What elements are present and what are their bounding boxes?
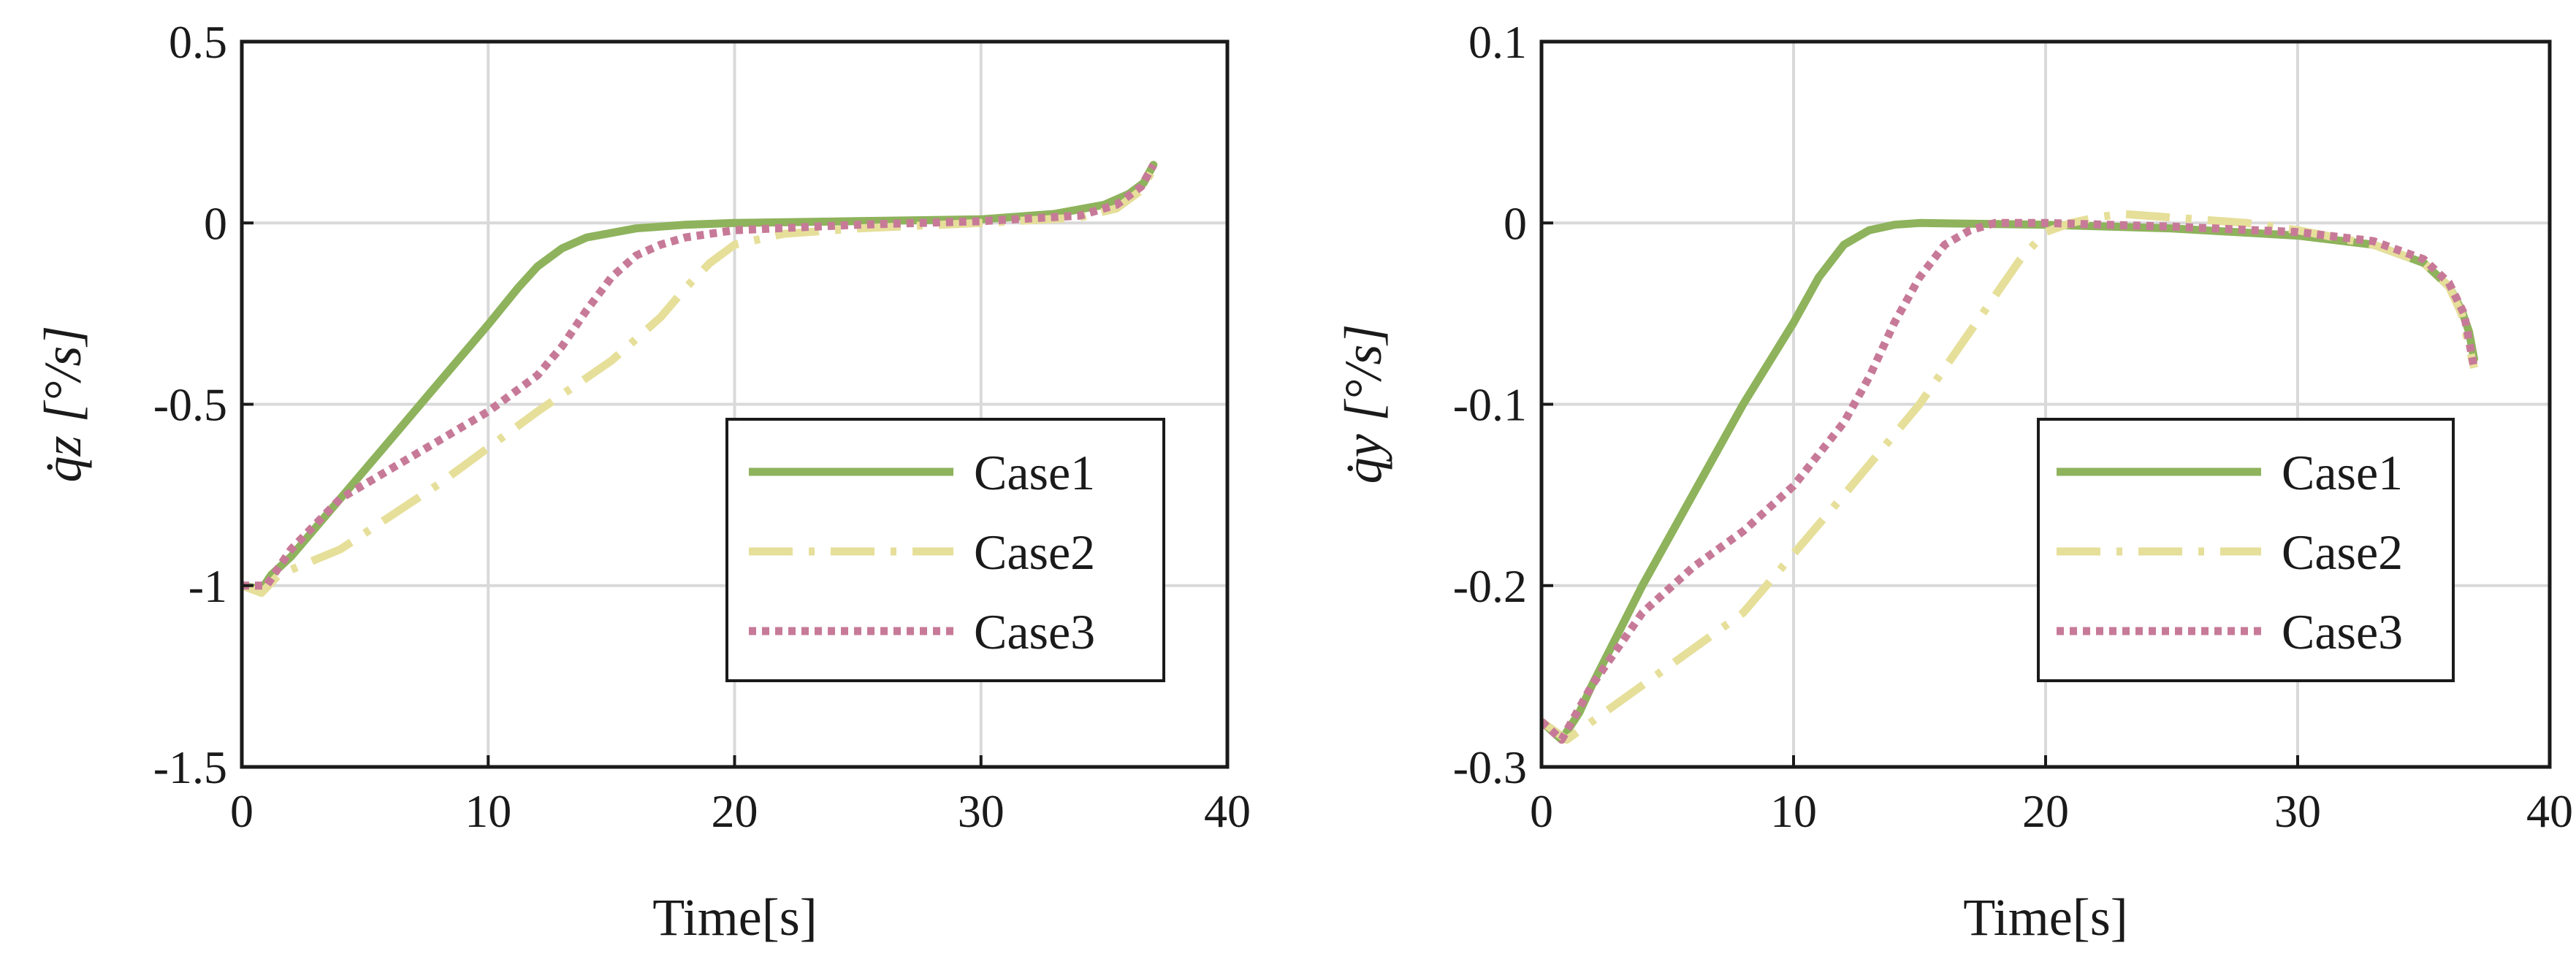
legend-label-case2: Case2	[974, 524, 1095, 580]
chart-qy: 0 10 20 30 40 0.1 0 -0.1 -0.2 -0.3 Time[s] q̇y […	[1334, 16, 2573, 947]
y-axis-label: q̇z [°/s]	[34, 326, 92, 483]
legend: Case1 Case2 Case3	[2037, 418, 2455, 682]
x-tick-label: 20	[2022, 785, 2069, 837]
y-tick-label: -0.2	[1453, 560, 1527, 612]
series-line-case3	[242, 163, 1157, 590]
x-tick-label: 30	[958, 785, 1005, 837]
x-tick-label: 40	[1204, 785, 1251, 837]
x-axis-label: Time[s]	[652, 888, 817, 947]
x-tick-label: 40	[2526, 785, 2573, 837]
y-tick-labels: 0.1 0 -0.1 -0.2 -0.3	[1453, 16, 1553, 793]
x-tick-labels: 0 10 20 30 40	[230, 755, 1251, 837]
y-tick-label: -1	[188, 560, 227, 612]
legend-label-case2: Case2	[2282, 524, 2403, 580]
y-tick-label: -1.5	[153, 741, 227, 793]
legend-label-case1: Case1	[974, 445, 1095, 500]
x-tick-label: 10	[465, 785, 511, 837]
y-tick-label: 0.5	[169, 16, 227, 68]
x-tick-labels: 0 10 20 30 40	[1530, 755, 2573, 837]
y-tick-label: 0.1	[1468, 16, 1527, 68]
y-tick-label: 0	[1504, 197, 1527, 249]
x-axis-label: Time[s]	[1963, 888, 2127, 947]
series-lines	[242, 161, 1158, 597]
y-tick-label: -0.5	[153, 379, 227, 431]
x-tick-label: 10	[1770, 785, 1817, 837]
legend-label-case3: Case3	[2282, 604, 2403, 660]
legend-label-case1: Case1	[2282, 445, 2403, 500]
series-lines	[1542, 210, 2478, 744]
series-line-case1	[1542, 218, 2478, 744]
x-tick-label: 20	[712, 785, 758, 837]
legend: Case1 Case2 Case3	[725, 418, 1165, 682]
y-axis-label: q̇y [°/s]	[1334, 324, 1392, 484]
y-tick-label: -0.1	[1453, 379, 1527, 431]
series-line-case1	[242, 161, 1158, 594]
legend-label-case3: Case3	[974, 604, 1095, 660]
x-tick-label: 30	[2274, 785, 2321, 837]
series-line-case2	[242, 167, 1157, 597]
x-tick-label: 0	[1530, 785, 1553, 837]
y-tick-labels: 0.5 0 -0.5 -1 -1.5	[153, 16, 254, 793]
y-tick-label: 0	[204, 197, 227, 249]
x-tick-label: 0	[230, 785, 254, 837]
y-tick-label: -0.3	[1453, 741, 1527, 793]
chart-qz: 0 10 20 30 40 0.5 0 -0.5 -1 -1.5 Time[s] q̇z [°/…	[34, 16, 1251, 947]
series-line-case3	[1542, 218, 2478, 744]
